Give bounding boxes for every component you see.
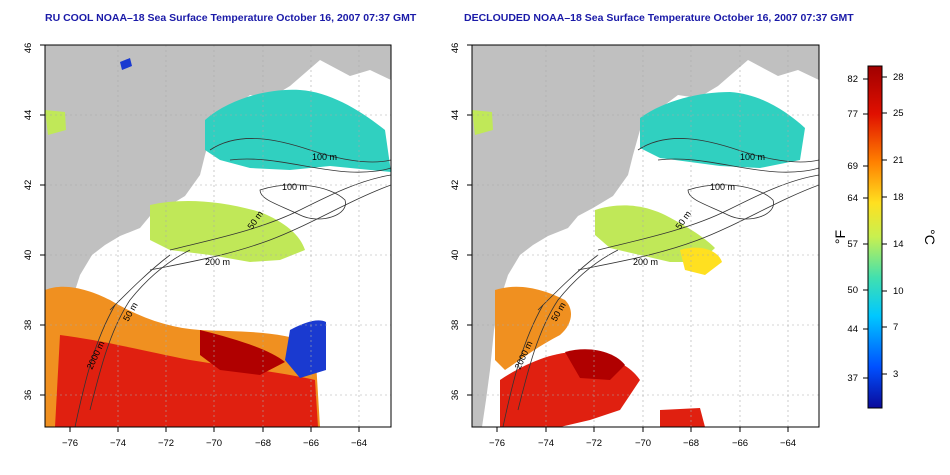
colorbar-f-tick: 37 — [847, 373, 858, 384]
contour-label-100m-a: 100 m — [312, 152, 337, 162]
contour-label-100m-b: 100 m — [710, 182, 735, 192]
graticule-right — [472, 45, 819, 427]
colorbar-f-tick: 77 — [847, 109, 858, 120]
sst-patch-coast-right — [495, 286, 572, 370]
lon-label: −64 — [351, 438, 367, 449]
contour-label-100m-b: 100 m — [282, 182, 307, 192]
lat-label: 36 — [23, 390, 34, 401]
colorbar-f-tick: 44 — [847, 324, 858, 335]
axis-ticks-right — [467, 44, 789, 432]
colorbar-celsius-label: °C — [922, 229, 938, 245]
sst-patch-warm-eddy-right — [680, 247, 722, 275]
colorbar-c-tick: 14 — [893, 239, 904, 250]
lat-label: 46 — [23, 43, 34, 54]
colorbar-c-tick: 28 — [893, 72, 904, 83]
sst-patch-shelf-right — [595, 205, 715, 262]
sst-patch-lake-right — [472, 110, 493, 135]
lon-label: −66 — [303, 438, 319, 449]
sst-patch-gulfstream-left — [55, 335, 318, 427]
lat-label: 40 — [23, 250, 34, 261]
colorbar-c-labels: 28 25 21 18 14 10 7 3 — [893, 72, 904, 380]
sst-patch-shelf-left — [150, 200, 305, 262]
colorbar: 82 77 69 64 57 50 44 37 28 25 21 18 14 1… — [832, 65, 938, 409]
colorbar-ticks — [863, 76, 887, 379]
sst-patch-hot-core-left — [200, 330, 285, 375]
lon-label: −76 — [489, 438, 505, 449]
colorbar-c-tick: 21 — [893, 155, 904, 166]
bathymetry-contours-right — [502, 138, 819, 427]
lon-label: −66 — [732, 438, 748, 449]
lat-label: 38 — [450, 320, 461, 331]
lat-label: 46 — [450, 43, 461, 54]
colorbar-c-tick: 7 — [893, 322, 898, 333]
lat-label: 36 — [450, 390, 461, 401]
lon-labels-right: −76 −74 −72 −70 −68 −66 −64 — [489, 438, 796, 449]
lat-label: 42 — [23, 180, 34, 191]
sst-patch-small-left — [120, 58, 132, 70]
map-panel-left: 100 m 100 m 50 m 200 m 50 m 2000 m −76 −… — [23, 43, 392, 449]
lat-label: 40 — [450, 250, 461, 261]
colorbar-f-labels: 82 77 69 64 57 50 44 37 — [847, 74, 858, 384]
colorbar-c-tick: 18 — [893, 192, 904, 203]
lon-labels-left: −76 −74 −72 −70 −68 −66 −64 — [62, 438, 367, 449]
sst-patch-south-right — [660, 408, 705, 427]
land-right — [472, 45, 819, 427]
sst-patch-lake-left — [45, 110, 66, 135]
lon-label: −64 — [780, 438, 796, 449]
map-panel-right: 100 m 100 m 50 m 200 m 50 m 2000 m −76 −… — [450, 43, 820, 449]
colorbar-f-tick: 69 — [847, 161, 858, 172]
contour-label-100m-a: 100 m — [740, 152, 765, 162]
graticule-left — [45, 45, 391, 427]
lon-label: −72 — [158, 438, 174, 449]
lat-labels-right: 36 38 40 42 44 46 — [450, 43, 461, 401]
colorbar-gradient — [867, 65, 883, 409]
sst-patch-gulf-of-maine-right — [640, 92, 805, 168]
colorbar-f-tick: 57 — [847, 239, 858, 250]
plot-border-right — [471, 44, 820, 428]
lat-labels-left: 36 38 40 42 44 46 — [23, 43, 34, 401]
lat-label: 42 — [450, 180, 461, 191]
lon-label: −74 — [538, 438, 554, 449]
lat-label: 44 — [450, 110, 461, 121]
land-left — [45, 45, 391, 427]
colorbar-f-tick: 82 — [847, 74, 858, 85]
map-title-right: DECLOUDED NOAA–18 Sea Surface Temperatur… — [464, 12, 854, 24]
lon-label: −74 — [110, 438, 126, 449]
lon-label: −72 — [586, 438, 602, 449]
lon-label: −68 — [255, 438, 271, 449]
sst-patch-gulf-of-maine-left — [205, 89, 391, 172]
colorbar-fahrenheit-label: °F — [832, 230, 848, 244]
lon-label: −68 — [683, 438, 699, 449]
colorbar-f-tick: 64 — [847, 193, 858, 204]
sst-patch-hot-core-right — [565, 349, 625, 380]
sst-patch-cold-left — [285, 320, 326, 378]
colorbar-c-tick: 10 — [893, 286, 904, 297]
colorbar-c-tick: 3 — [893, 369, 898, 380]
lon-label: −76 — [62, 438, 78, 449]
plot-border-left — [44, 44, 392, 428]
colorbar-f-tick: 50 — [847, 285, 858, 296]
contour-label-200m: 200 m — [205, 257, 230, 267]
axis-ticks-left — [40, 44, 360, 432]
bathymetry-contours-left — [74, 138, 391, 427]
lon-label: −70 — [206, 438, 222, 449]
map-title-left: RU COOL NOAA–18 Sea Surface Temperature … — [45, 12, 417, 24]
contour-label-200m: 200 m — [633, 257, 658, 267]
colorbar-c-tick: 25 — [893, 108, 904, 119]
lat-label: 38 — [23, 320, 34, 331]
lon-label: −70 — [635, 438, 651, 449]
lat-label: 44 — [23, 110, 34, 121]
